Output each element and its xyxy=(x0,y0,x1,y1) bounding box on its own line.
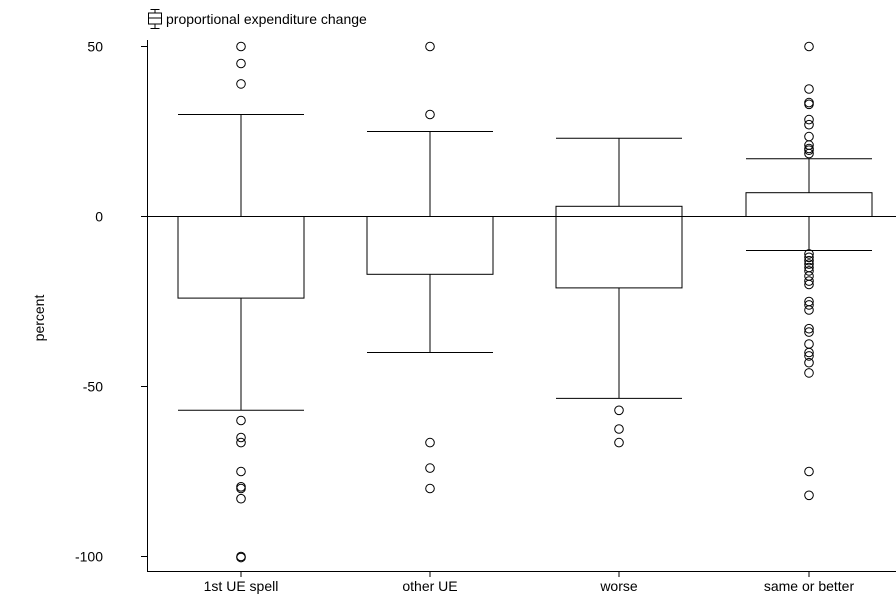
outlier-point xyxy=(236,552,246,563)
y-axis-label: percent xyxy=(31,295,47,342)
iqr-box xyxy=(366,216,494,275)
outlier-point xyxy=(804,131,814,142)
outlier-point xyxy=(804,323,814,334)
outlier-point xyxy=(804,114,814,125)
outlier-point xyxy=(236,58,246,69)
outlier-point xyxy=(804,249,814,259)
x-tick-label: same or better xyxy=(764,578,855,594)
boxes xyxy=(177,114,873,411)
outlier-point xyxy=(425,463,435,473)
outlier-point xyxy=(804,271,814,281)
iqr-box xyxy=(555,205,683,289)
outlier-point xyxy=(236,483,246,494)
outlier-point xyxy=(804,279,814,290)
outlier-point xyxy=(804,266,814,276)
outlier-point xyxy=(804,41,814,52)
outlier-point xyxy=(804,119,814,130)
legend-label: proportional expenditure change xyxy=(166,11,367,27)
outlier-point xyxy=(804,276,814,286)
outlier-point xyxy=(804,259,814,269)
box-1 xyxy=(177,114,305,411)
outlier-point xyxy=(614,405,624,416)
box-2 xyxy=(366,131,494,353)
iqr-box xyxy=(745,192,873,217)
outlier-point xyxy=(614,424,624,434)
outlier-point xyxy=(804,148,814,159)
outlier-point xyxy=(804,466,814,477)
x-tick-label: worse xyxy=(599,578,638,594)
outlier-point xyxy=(804,339,814,349)
outlier-point xyxy=(804,357,814,368)
outlier-point xyxy=(236,432,246,443)
outlier-point xyxy=(804,255,814,266)
iqr-box xyxy=(177,216,305,299)
outlier-point xyxy=(804,300,814,310)
outliers xyxy=(236,41,814,563)
outlier-point xyxy=(236,437,246,448)
axes: 50 0 -50 -100 1st UE spell other UE worse same … xyxy=(75,39,896,594)
outlier-point xyxy=(804,368,814,378)
x-tick-label: other UE xyxy=(402,578,457,594)
legend: proportional expenditure change xyxy=(148,9,367,29)
outlier-point xyxy=(425,483,435,494)
outlier-point xyxy=(804,347,814,358)
outlier-point xyxy=(236,79,246,89)
outlier-point xyxy=(425,437,435,448)
outlier-point xyxy=(425,109,435,120)
y-tick-label: 0 xyxy=(95,209,103,225)
outlier-point xyxy=(236,466,246,477)
outlier-point xyxy=(236,493,246,504)
outlier-point xyxy=(804,490,814,501)
y-tick-label: -100 xyxy=(75,549,103,565)
outlier-point xyxy=(236,415,246,426)
x-tick-label: 1st UE spell xyxy=(204,578,279,594)
box-4 xyxy=(745,158,873,251)
outlier-point xyxy=(614,437,624,448)
outlier-point xyxy=(804,305,814,315)
box-3 xyxy=(555,137,683,399)
outlier-point xyxy=(804,327,814,337)
outlier-point xyxy=(804,351,814,361)
y-tick-label: -50 xyxy=(83,379,103,395)
y-tick-label: 50 xyxy=(87,39,103,55)
outlier-point xyxy=(804,252,814,263)
outlier-point xyxy=(425,41,435,52)
outlier-point xyxy=(236,41,246,52)
outlier-point xyxy=(804,145,814,155)
outlier-point xyxy=(804,84,814,94)
outlier-point xyxy=(804,99,814,110)
legend-box-icon xyxy=(148,9,162,29)
